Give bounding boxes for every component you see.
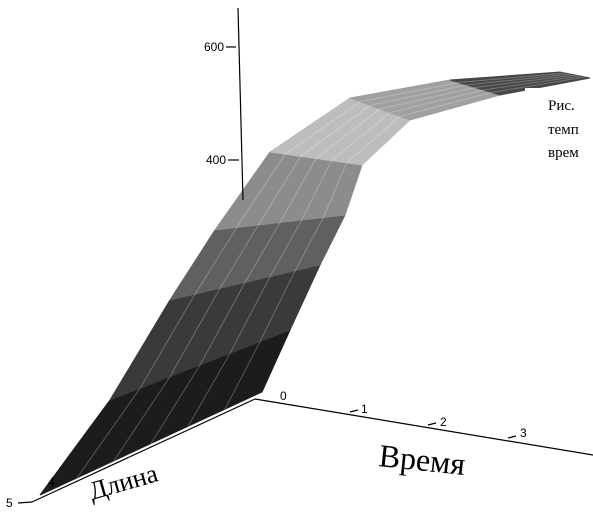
mesh-line <box>150 74 576 444</box>
time-tick <box>427 422 437 426</box>
caption-box <box>525 88 593 178</box>
z-tick-label: 400 <box>206 153 226 167</box>
length-tick <box>17 501 33 504</box>
mesh-line <box>224 76 586 410</box>
surface-band <box>449 71 591 96</box>
surface <box>39 71 591 496</box>
length-tick-label: 5 <box>6 496 13 510</box>
time-axis <box>254 398 593 456</box>
mesh-line <box>187 75 581 427</box>
caption-line: врем <box>548 145 579 161</box>
time-tick-label: 0 <box>280 389 287 403</box>
mesh-line <box>76 72 566 479</box>
z-axis <box>237 7 244 201</box>
length-axis <box>31 398 256 503</box>
length-tick-label: 4 <box>48 475 55 489</box>
time-tick <box>507 435 517 439</box>
z-tick-label: 600 <box>204 40 224 54</box>
time-tick-label: 2 <box>440 415 447 429</box>
time-axis-label: Время <box>377 437 467 482</box>
caption-line: темп <box>548 122 579 138</box>
caption-line: Рис. <box>548 98 575 114</box>
time-tick-label: 3 <box>520 426 527 440</box>
mesh-line <box>113 73 571 461</box>
time-tick <box>349 409 359 413</box>
time-tick-label: 1 <box>361 402 368 416</box>
